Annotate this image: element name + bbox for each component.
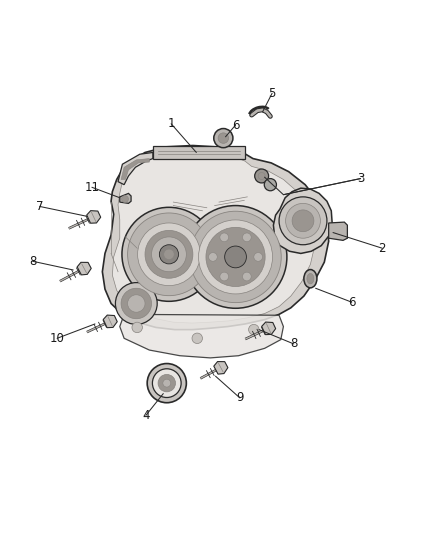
Circle shape xyxy=(218,133,229,143)
Text: 2: 2 xyxy=(378,242,386,255)
Circle shape xyxy=(258,173,265,180)
Polygon shape xyxy=(87,211,101,223)
Circle shape xyxy=(190,211,281,303)
Circle shape xyxy=(122,207,216,301)
Text: 6: 6 xyxy=(232,118,239,132)
Polygon shape xyxy=(261,322,276,335)
Text: 8: 8 xyxy=(290,337,297,351)
Circle shape xyxy=(163,379,171,387)
Circle shape xyxy=(116,282,157,325)
Polygon shape xyxy=(102,146,328,329)
Circle shape xyxy=(254,253,262,261)
Text: 10: 10 xyxy=(49,332,64,345)
Circle shape xyxy=(152,369,181,398)
Circle shape xyxy=(198,220,272,294)
Text: 5: 5 xyxy=(268,87,276,100)
Polygon shape xyxy=(103,315,117,328)
Circle shape xyxy=(208,253,217,261)
Text: 7: 7 xyxy=(36,200,43,213)
Polygon shape xyxy=(214,361,228,374)
Circle shape xyxy=(279,197,327,245)
Circle shape xyxy=(147,364,186,403)
Circle shape xyxy=(264,179,276,191)
Polygon shape xyxy=(121,158,149,180)
Circle shape xyxy=(225,246,247,268)
Circle shape xyxy=(127,295,145,312)
Text: 9: 9 xyxy=(236,391,244,405)
Circle shape xyxy=(220,233,229,241)
Circle shape xyxy=(286,204,321,238)
Text: 3: 3 xyxy=(357,172,364,185)
Circle shape xyxy=(206,228,265,287)
Circle shape xyxy=(249,325,259,335)
Polygon shape xyxy=(120,193,131,204)
Circle shape xyxy=(152,237,186,272)
Circle shape xyxy=(158,375,176,392)
Circle shape xyxy=(192,333,202,344)
Text: 8: 8 xyxy=(29,255,36,268)
Circle shape xyxy=(127,213,210,296)
Polygon shape xyxy=(113,151,315,323)
Circle shape xyxy=(220,272,229,281)
Circle shape xyxy=(121,288,152,319)
Polygon shape xyxy=(153,146,245,158)
Polygon shape xyxy=(77,262,91,275)
Circle shape xyxy=(243,272,251,281)
Circle shape xyxy=(164,249,174,260)
Circle shape xyxy=(214,128,233,148)
Circle shape xyxy=(254,169,268,183)
Circle shape xyxy=(132,322,142,333)
Circle shape xyxy=(243,233,251,241)
Circle shape xyxy=(145,230,193,278)
Text: 1: 1 xyxy=(167,117,175,130)
Polygon shape xyxy=(328,222,347,240)
Polygon shape xyxy=(118,152,153,184)
Text: 11: 11 xyxy=(85,181,99,194)
Ellipse shape xyxy=(307,273,314,284)
Text: 4: 4 xyxy=(142,409,150,422)
Circle shape xyxy=(159,245,179,264)
Polygon shape xyxy=(120,314,283,358)
Polygon shape xyxy=(273,188,332,254)
Circle shape xyxy=(121,196,128,203)
Circle shape xyxy=(138,223,200,286)
Text: 6: 6 xyxy=(348,296,356,309)
Ellipse shape xyxy=(304,270,317,288)
Circle shape xyxy=(292,210,314,232)
Circle shape xyxy=(184,206,287,308)
